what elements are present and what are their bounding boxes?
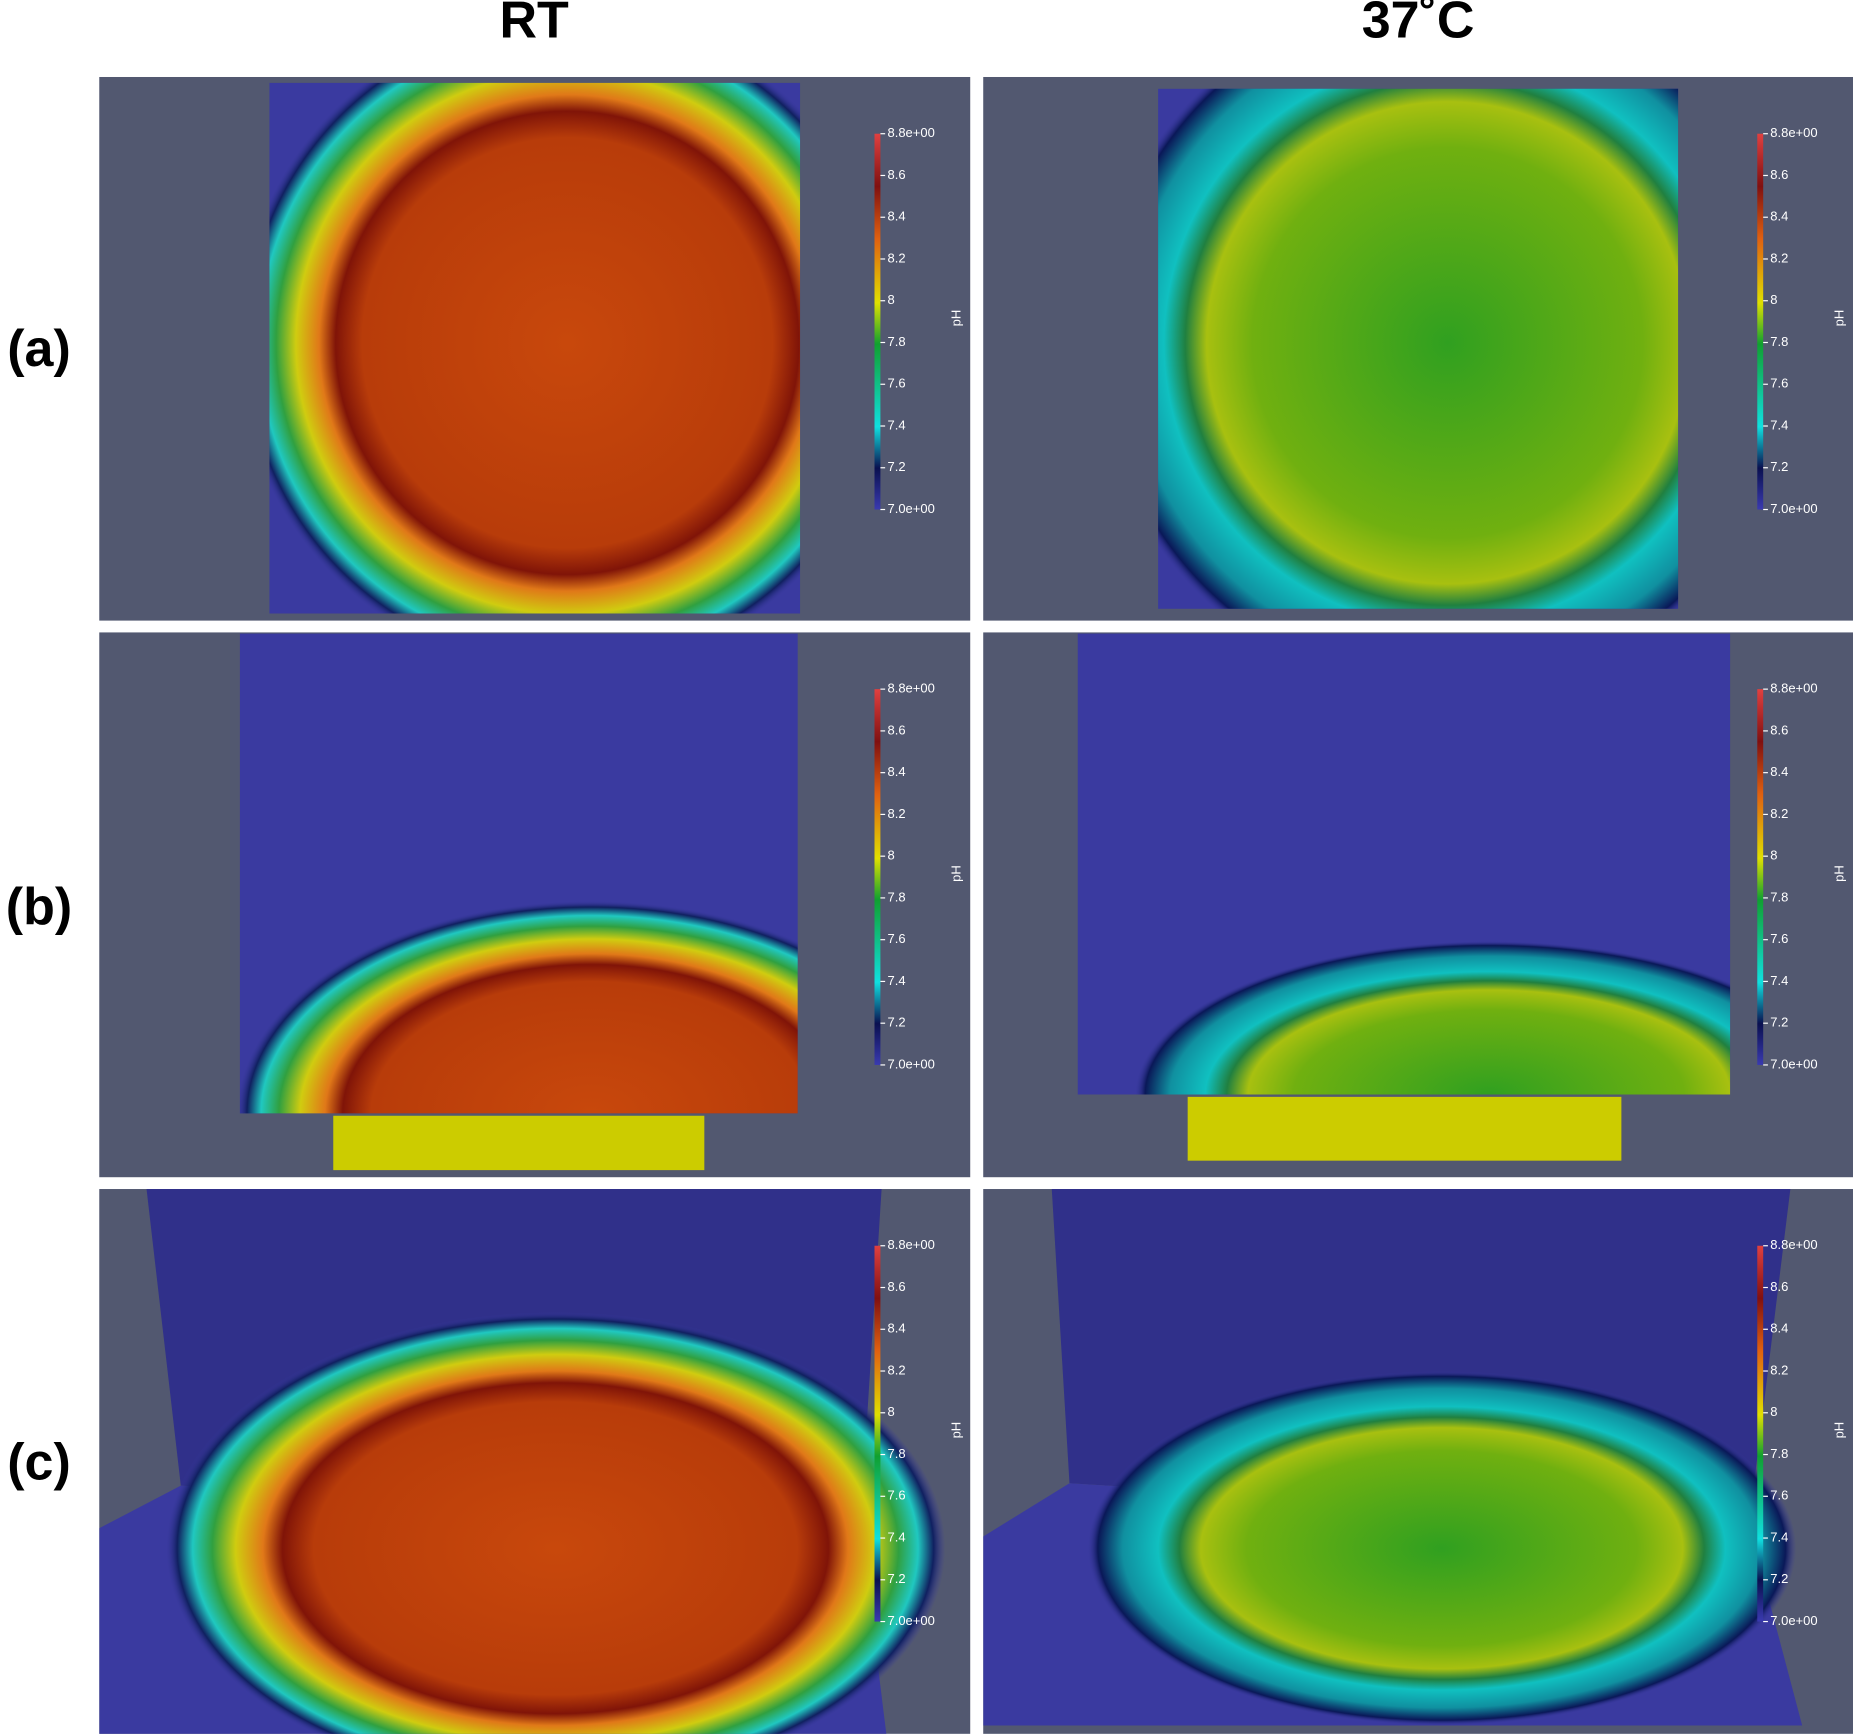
colorbar-tick-label: 7.8 xyxy=(1770,889,1788,904)
colorbar xyxy=(1757,1245,1764,1622)
colorbar-tick-label: 8.8e+00 xyxy=(1770,1237,1817,1252)
colorbar-tick-label: 8.2 xyxy=(1770,250,1788,265)
column-header: RT xyxy=(500,0,570,50)
colorbar-tick-label: 7.2 xyxy=(888,1015,906,1030)
colorbar-title: pH xyxy=(1831,310,1846,327)
colorbar-tick-label: 8.4 xyxy=(888,1321,906,1336)
colorbar-tick-label: 7.4 xyxy=(888,973,906,988)
panel xyxy=(99,632,971,1178)
colorbar-tick-label: 8.4 xyxy=(888,209,906,224)
colorbar-tick-label: 7.4 xyxy=(1770,973,1788,988)
colorbar xyxy=(874,689,881,1065)
colorbar-tick-label: 8.2 xyxy=(888,806,906,821)
colorbar-tick-label: 8.2 xyxy=(1770,806,1788,821)
colorbar-tick-label: 8.2 xyxy=(888,1362,906,1377)
colorbar-tick-label: 8 xyxy=(888,1404,895,1419)
colorbar-tick-label: 7.4 xyxy=(1770,417,1788,432)
colorbar-tick-label: 7.8 xyxy=(888,334,906,349)
colorbar-tick-label: 8.8e+00 xyxy=(888,1237,935,1252)
colorbar-tick-label: 8.6 xyxy=(888,722,906,737)
colorbar-tick-label: 7.0e+00 xyxy=(1770,501,1817,516)
colorbar-tick-label: 8.8e+00 xyxy=(1770,125,1817,140)
colorbar-tick-label: 8.6 xyxy=(1770,1279,1788,1294)
colorbar-tick-label: 7.4 xyxy=(888,1529,906,1544)
colorbar-tick-label: 7.6 xyxy=(888,931,906,946)
colorbar-tick-label: 7.6 xyxy=(1770,1488,1788,1503)
colorbar-tick-label: 8.2 xyxy=(1770,1362,1788,1377)
colorbar-tick-label: 8 xyxy=(888,848,895,863)
colorbar-tick-label: 8.4 xyxy=(1770,1321,1788,1336)
row-label: (b) xyxy=(6,878,72,936)
colorbar-tick-label: 7.2 xyxy=(888,1571,906,1586)
colorbar-title: pH xyxy=(949,865,964,882)
colorbar xyxy=(1757,133,1764,510)
colorbar-tick-label: 7.0e+00 xyxy=(888,1056,935,1071)
colorbar-tick-label: 7.8 xyxy=(888,1446,906,1461)
colorbar-tick-label: 7.4 xyxy=(888,417,906,432)
row-label: (a) xyxy=(7,320,71,378)
colorbar-tick-label: 8.4 xyxy=(1770,764,1788,779)
colorbar-tick-label: 7.2 xyxy=(1770,459,1788,474)
colorbar-tick-label: 8.4 xyxy=(888,764,906,779)
colorbar-tick-label: 8.2 xyxy=(888,250,906,265)
colorbar xyxy=(874,133,881,510)
colorbar-tick-label: 7.6 xyxy=(888,1488,906,1503)
colorbar-title: pH xyxy=(1831,1422,1846,1439)
panel xyxy=(99,76,971,621)
colorbar-title: pH xyxy=(1831,865,1846,882)
colorbar-tick-label: 7.0e+00 xyxy=(888,501,935,516)
colorbar-tick-label: 8 xyxy=(888,292,895,307)
colorbar-tick-label: 7.8 xyxy=(1770,1446,1788,1461)
colorbar-title: pH xyxy=(949,310,964,327)
column-header: 37˚C xyxy=(1362,0,1475,50)
colorbar-tick-label: 8 xyxy=(1770,292,1777,307)
colorbar-tick-label: 8.8e+00 xyxy=(888,125,935,140)
colorbar-tick-label: 8 xyxy=(1770,1404,1777,1419)
colorbar-tick-label: 7.6 xyxy=(1770,931,1788,946)
colorbar-tick-label: 8 xyxy=(1770,848,1777,863)
colorbar-tick-label: 8.4 xyxy=(1770,209,1788,224)
panel xyxy=(983,1189,1853,1734)
colorbar-tick-label: 7.0e+00 xyxy=(1770,1056,1817,1071)
colorbar-tick-label: 7.6 xyxy=(1770,376,1788,391)
colorbar-tick-label: 8.8e+00 xyxy=(1770,681,1817,696)
panel xyxy=(983,632,1853,1178)
colorbar-tick-label: 8.6 xyxy=(1770,167,1788,182)
colorbar-tick-label: 8.6 xyxy=(888,167,906,182)
colorbar xyxy=(1757,689,1764,1065)
colorbar-title: pH xyxy=(949,1422,964,1439)
colorbar-tick-label: 7.2 xyxy=(1770,1015,1788,1030)
colorbar-tick-label: 7.0e+00 xyxy=(1770,1613,1817,1628)
colorbar-tick-label: 7.6 xyxy=(888,376,906,391)
colorbar-tick-label: 7.2 xyxy=(1770,1571,1788,1586)
panel xyxy=(99,1189,971,1734)
colorbar-tick-label: 8.8e+00 xyxy=(888,681,935,696)
colorbar-tick-label: 7.8 xyxy=(1770,334,1788,349)
panel xyxy=(983,76,1853,621)
colorbar-tick-label: 8.6 xyxy=(1770,722,1788,737)
colorbar xyxy=(874,1245,881,1622)
colorbar-tick-label: 7.4 xyxy=(1770,1529,1788,1544)
colorbar-tick-label: 7.8 xyxy=(888,889,906,904)
colorbar-tick-label: 8.6 xyxy=(888,1279,906,1294)
row-label: (c) xyxy=(7,1433,71,1491)
colorbar-tick-label: 7.2 xyxy=(888,459,906,474)
colorbar-tick-label: 7.0e+00 xyxy=(888,1613,935,1628)
